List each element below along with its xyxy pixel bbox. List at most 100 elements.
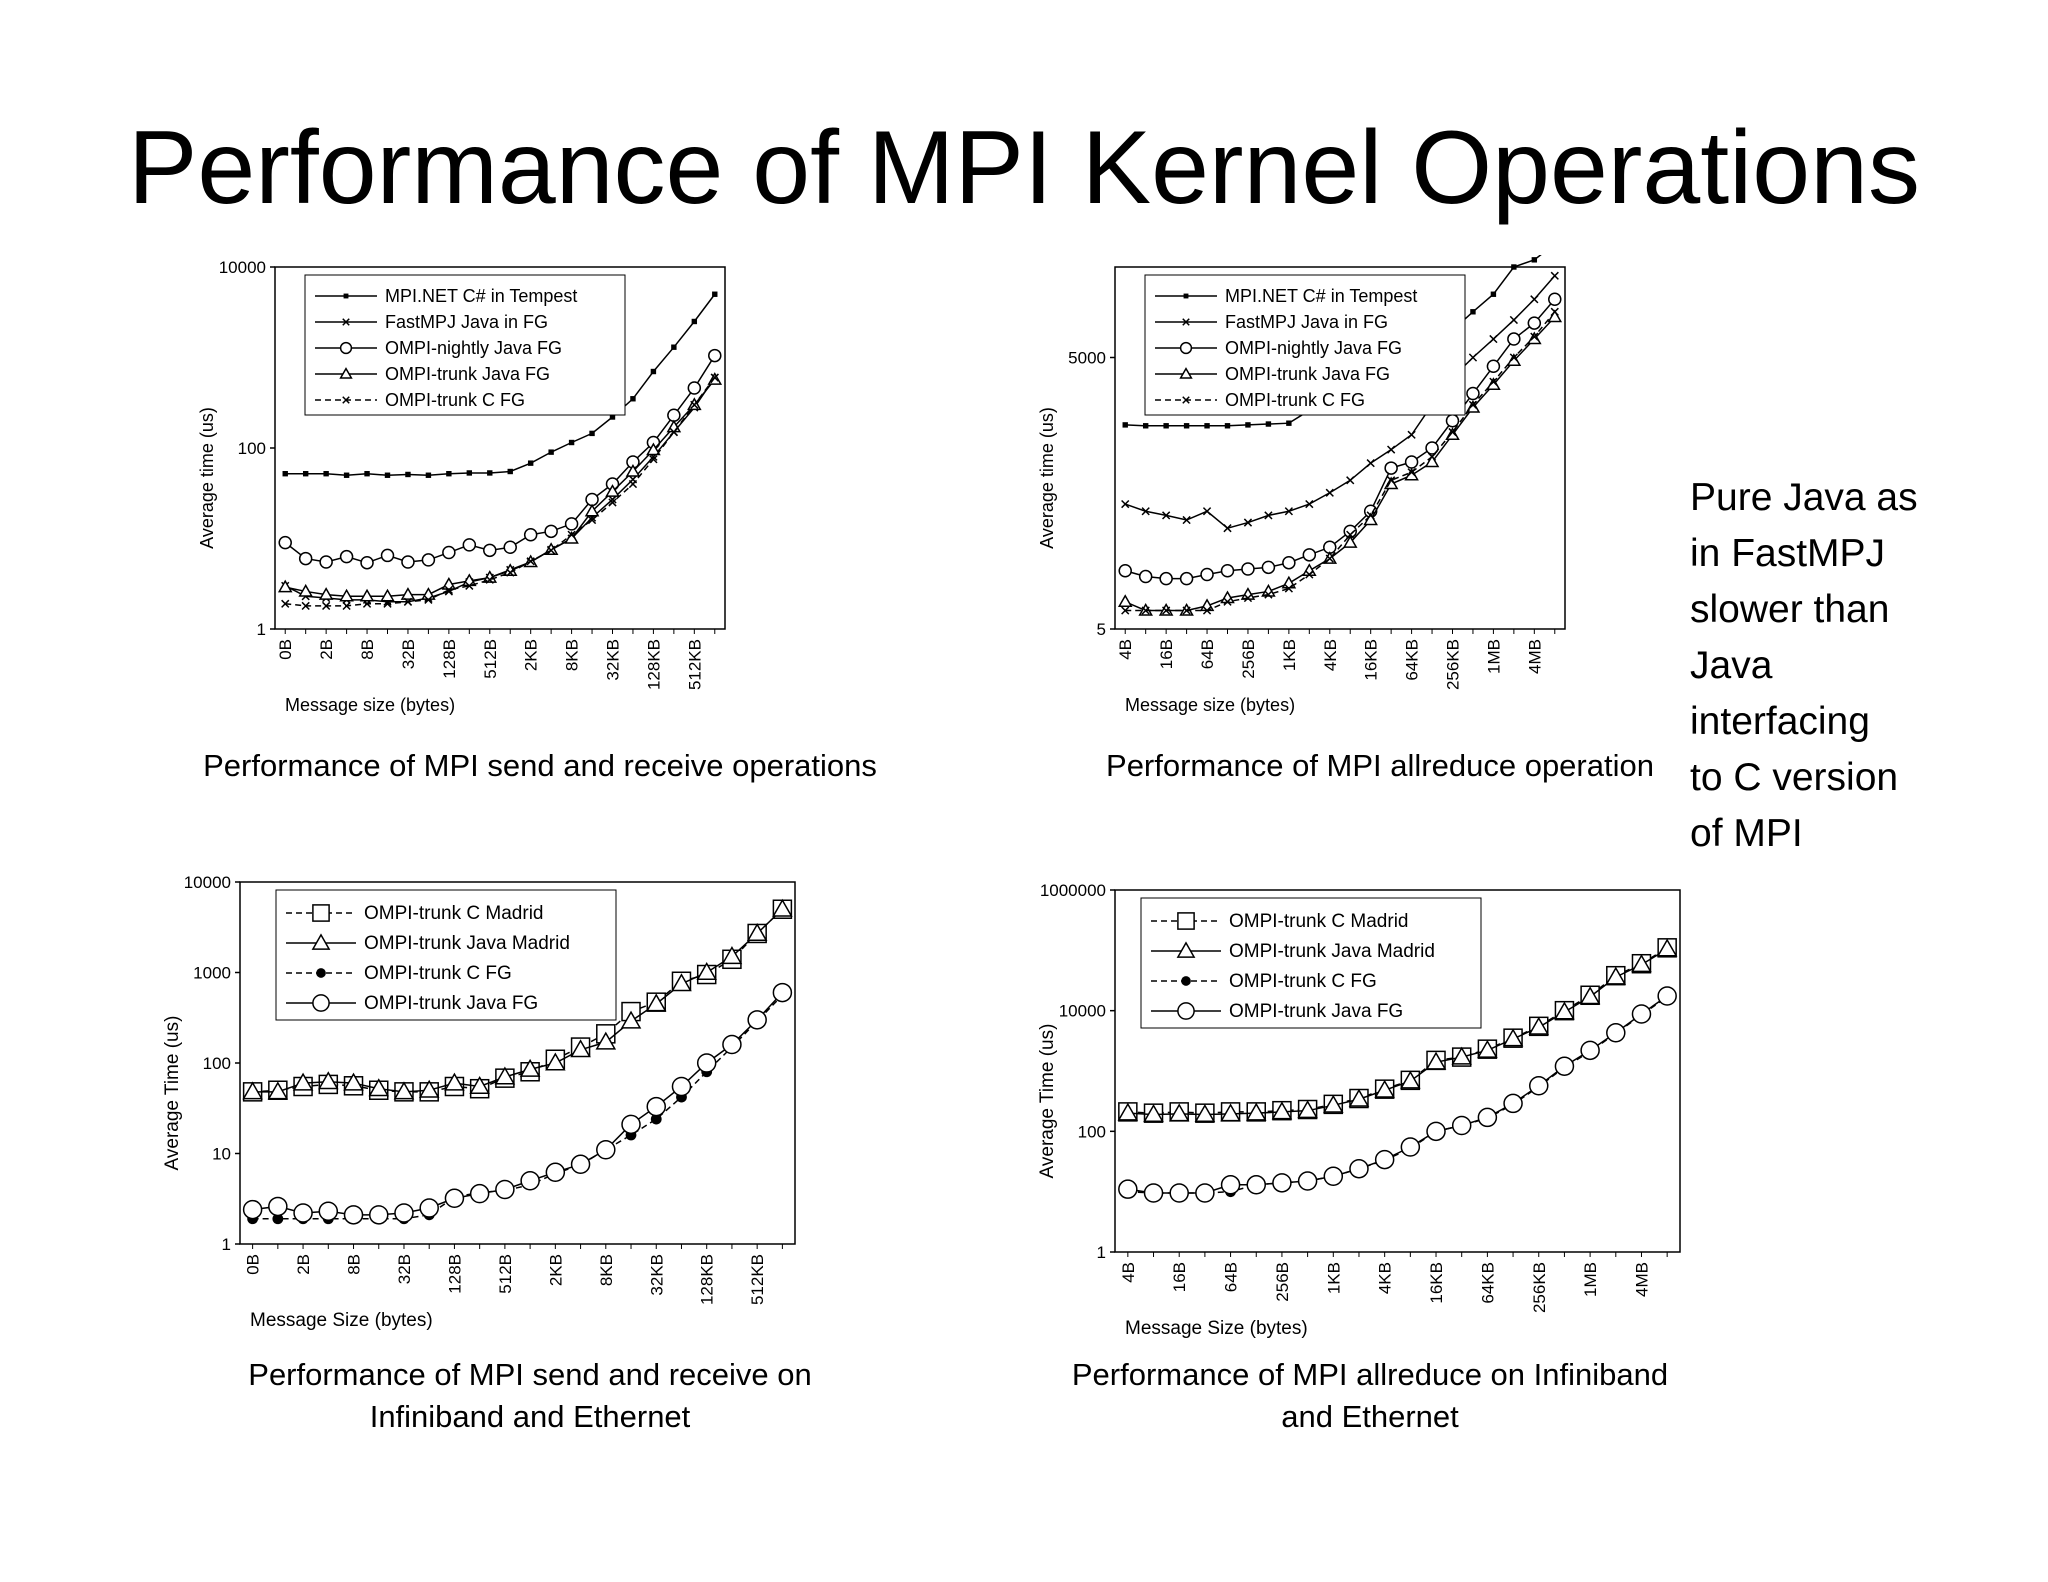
legend-marker (343, 293, 349, 299)
data-point (1374, 1149, 1395, 1170)
data-point (242, 1081, 263, 1100)
x-tick-label: 4MB (1525, 639, 1544, 674)
data-point (1579, 986, 1601, 1005)
data-point (584, 503, 600, 517)
data-point (318, 587, 334, 600)
data-point (400, 587, 416, 600)
x-tick-label: 8B (345, 1254, 364, 1275)
legend-marker (1179, 341, 1193, 355)
data-point (747, 1010, 767, 1030)
data-point (339, 588, 354, 602)
data-point (527, 460, 534, 466)
x-tick-label: 8KB (597, 1254, 616, 1286)
x-tick-label: 16KB (1362, 639, 1381, 681)
data-point (1407, 468, 1416, 477)
data-point (1366, 511, 1375, 520)
data-point (466, 470, 473, 476)
data-point (1325, 488, 1334, 497)
y-axis-label: Average time (us) (1037, 407, 1057, 549)
data-point (1554, 1056, 1575, 1076)
data-point (1282, 555, 1296, 570)
legend: MPI.NET C# in Tempest FastMPJ Java in FG O… (1144, 274, 1466, 416)
data-point (570, 1154, 591, 1175)
series-line (1127, 947, 1668, 1114)
legend-box (1144, 274, 1466, 416)
series-line (1124, 275, 1556, 530)
legend-marker (339, 367, 353, 379)
y-tick-label: 1 (222, 1235, 231, 1254)
series-line (1127, 995, 1668, 1194)
data-point (1138, 569, 1153, 584)
data-point (343, 1205, 364, 1225)
legend-label: OMPI-trunk C FG (1229, 971, 1377, 992)
data-point (1531, 257, 1538, 263)
data-point (696, 1053, 717, 1073)
data-point (1223, 524, 1232, 533)
data-point (394, 1203, 414, 1223)
data-point (520, 1170, 540, 1191)
data-point (671, 973, 692, 992)
data-point (301, 601, 310, 611)
data-point (721, 946, 743, 965)
legend-marker (312, 904, 330, 922)
data-point (507, 468, 513, 475)
data-point (268, 1196, 288, 1217)
data-point (621, 1114, 641, 1135)
data-point (1507, 332, 1521, 346)
data-point (1121, 606, 1130, 615)
legend-label: OMPI-trunk C Madrid (364, 903, 543, 924)
chart-send-receive-infiniband-ethernet: 1 10 100 1000 10000 0B 2B 8B 32B 128B 512B 2KB 8KB 32… (162, 873, 796, 1331)
data-point (1656, 938, 1678, 957)
data-point (469, 1075, 490, 1094)
data-point (1490, 291, 1497, 297)
legend-marker (1176, 941, 1196, 958)
series-2 (1118, 292, 1562, 586)
legend-label: OMPI-nightly Java FG (1225, 338, 1402, 358)
x-axis-label: Message size (bytes) (285, 695, 455, 715)
data-point (671, 344, 677, 350)
data-point (1349, 1158, 1369, 1179)
x-tick-label: 2KB (546, 1254, 565, 1286)
data-point (1400, 1070, 1421, 1089)
series-3 (242, 982, 793, 1225)
legend-marker (1177, 912, 1195, 930)
data-point (568, 439, 575, 446)
data-point (1550, 307, 1559, 316)
data-point (1202, 507, 1212, 516)
x-tick-label: 256KB (1444, 639, 1463, 690)
data-point (1346, 530, 1355, 539)
legend-label: OMPI-trunk C FG (385, 390, 525, 410)
data-point (1528, 1016, 1550, 1035)
series-line (1125, 311, 1556, 612)
x-tick-label: 64KB (1403, 639, 1422, 681)
data-point (360, 555, 374, 570)
data-point (1348, 1088, 1370, 1107)
legend-box (275, 889, 617, 1021)
data-point (1527, 316, 1542, 330)
data-point (1387, 476, 1396, 485)
x-tick-label: 128KB (698, 1254, 717, 1305)
data-point (281, 599, 290, 608)
x-tick-label: 256B (1273, 1262, 1292, 1302)
y-tick-label: 5000 (1068, 349, 1106, 368)
data-point (444, 1072, 465, 1091)
legend: OMPI-trunk C Madrid OMPI-trunk Java Madri… (275, 889, 617, 1021)
slide-title: Performance of MPI Kernel Operations (128, 110, 1920, 226)
data-point (1466, 386, 1480, 401)
data-point (1117, 594, 1133, 608)
data-point (401, 555, 415, 569)
data-point (1202, 606, 1212, 615)
x-tick-label: 512KB (748, 1254, 767, 1305)
data-point (1511, 264, 1517, 270)
data-point (369, 1205, 389, 1225)
data-point (1284, 584, 1293, 593)
data-point (548, 449, 554, 455)
data-point (1631, 954, 1652, 973)
data-point (487, 470, 493, 476)
series-line (1127, 996, 1668, 1194)
y-tick-label: 1000000 (1040, 881, 1106, 900)
legend-label: FastMPJ Java in FG (385, 312, 548, 332)
data-point (1470, 309, 1476, 315)
data-point (545, 1162, 566, 1183)
x-tick-label: 16B (1170, 1262, 1189, 1292)
